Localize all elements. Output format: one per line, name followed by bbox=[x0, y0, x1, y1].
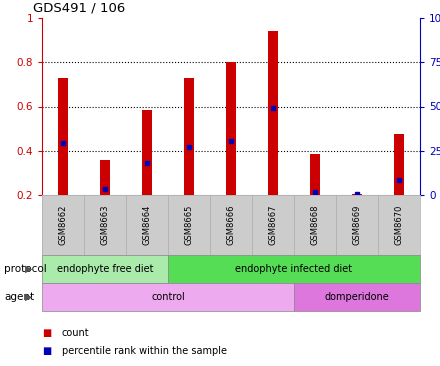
Bar bbox=[226, 62, 236, 195]
Text: GSM8665: GSM8665 bbox=[184, 205, 194, 245]
Text: GDS491 / 106: GDS491 / 106 bbox=[33, 1, 125, 14]
Text: ■: ■ bbox=[42, 328, 51, 338]
Bar bbox=[42, 255, 168, 283]
Text: GSM8669: GSM8669 bbox=[352, 205, 362, 245]
Text: ■: ■ bbox=[42, 346, 51, 356]
Bar bbox=[58, 78, 68, 195]
Text: domperidone: domperidone bbox=[325, 292, 389, 302]
Text: GSM8670: GSM8670 bbox=[395, 205, 403, 245]
Text: control: control bbox=[151, 292, 185, 302]
Text: GSM8668: GSM8668 bbox=[311, 205, 319, 245]
Text: GSM8667: GSM8667 bbox=[268, 205, 278, 245]
Bar bbox=[100, 160, 110, 195]
Text: percentile rank within the sample: percentile rank within the sample bbox=[62, 346, 227, 356]
Bar bbox=[268, 31, 278, 195]
Text: endophyte free diet: endophyte free diet bbox=[57, 264, 153, 274]
Text: ▶: ▶ bbox=[25, 264, 33, 274]
Bar bbox=[142, 110, 152, 195]
Text: endophyte infected diet: endophyte infected diet bbox=[235, 264, 352, 274]
Bar bbox=[294, 283, 420, 311]
Bar bbox=[168, 255, 420, 283]
Bar bbox=[184, 78, 194, 195]
Text: count: count bbox=[62, 328, 89, 338]
Text: GSM8662: GSM8662 bbox=[59, 205, 67, 245]
Bar bbox=[394, 134, 404, 195]
Text: GSM8664: GSM8664 bbox=[143, 205, 151, 245]
Text: agent: agent bbox=[4, 292, 34, 302]
Text: GSM8663: GSM8663 bbox=[100, 205, 110, 245]
Text: GSM8666: GSM8666 bbox=[227, 205, 235, 245]
Text: protocol: protocol bbox=[4, 264, 47, 274]
Bar bbox=[352, 194, 362, 195]
Bar bbox=[42, 283, 294, 311]
Bar bbox=[310, 154, 320, 195]
Text: ▶: ▶ bbox=[25, 292, 33, 302]
